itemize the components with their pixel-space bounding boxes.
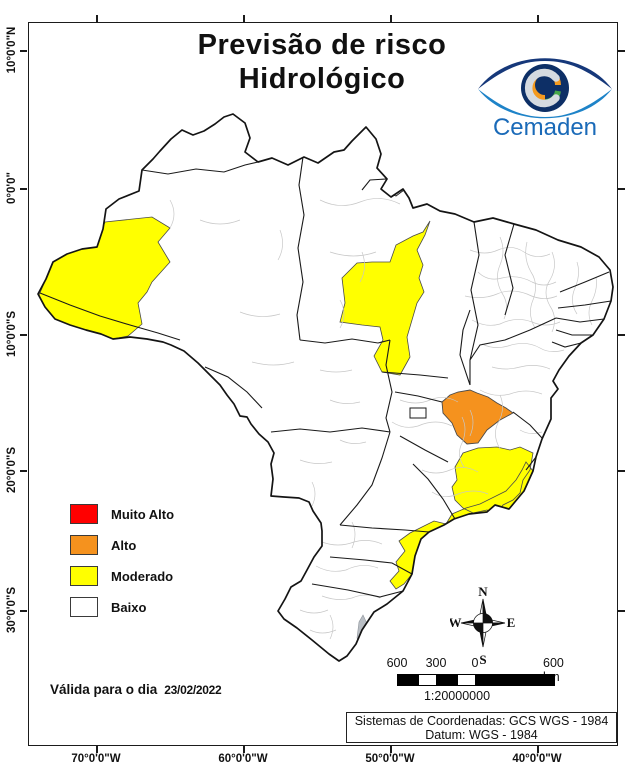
attribution-box: Sistemas de Coordenadas: GCS WGS - 1984 … [346,712,617,743]
municipality-boundaries-north [169,198,401,366]
risk-region-para-tocantins-maranhao [339,220,431,376]
lat-label-10s: 10°0'0"S [6,310,18,358]
scale-label-0: 0 [471,656,479,670]
bottom-tick-50w [390,746,392,753]
risk-region-northern-minas-gerais [441,389,514,445]
distrito-federal-outline [409,407,427,419]
lat-label-0: 0°0'0" [6,172,18,204]
bottom-tick-70w [96,746,98,753]
map-title-line1: Previsão de risco [197,29,447,61]
lat-label-30s: 30°0'0"S [6,586,18,634]
scale-ratio: 1:20000000 [423,689,491,703]
legend-item-muito-alto: Muito Alto [70,504,174,524]
legend-swatch-baixo [70,597,98,617]
left-tick-20s [20,470,27,472]
compass-star [460,598,506,648]
left-tick-10s [20,334,27,336]
attribution-line1: Sistemas de Coordenadas: GCS WGS - 1984 [354,714,609,728]
legend-item-baixo: Baixo [70,597,146,617]
scale-label-600-left: 600 [386,656,408,670]
state-boundaries [39,156,612,598]
bottom-tick-40w [537,746,539,753]
legend-item-moderado: Moderado [70,566,173,586]
top-tick-60w [243,15,245,22]
brazil-country-outline [37,113,614,662]
lon-label-50w: 50°0'0"W [365,753,415,765]
brazil-country-fill [38,114,613,661]
scale-segment [437,675,457,685]
scale-segment [417,675,437,685]
validity-date: 23/02/2022 [164,683,222,697]
legend-swatch-moderado [70,566,98,586]
left-tick-30s [20,610,27,612]
municipality-boundaries-south [299,521,383,640]
top-tick-50w [390,15,392,22]
compass-e-label: E [507,615,516,630]
validity-text: Válida para o dia 23/02/2022 [50,681,222,699]
compass-s-label: S [479,652,486,666]
municipality-boundaries-central [299,369,489,507]
cemaden-logo-text: Cemaden [493,114,597,138]
lon-label-60w: 60°0'0"W [218,753,268,765]
legend-item-alto: Alto [70,535,136,555]
right-tick-30s [618,610,625,612]
scale-segment [398,675,418,685]
compass-rose-icon: N E S W [450,584,516,666]
legend-swatch-alto [70,535,98,555]
scale-segment [456,675,476,685]
legend-label-moderado: Moderado [111,568,174,584]
scale-bar: 600 300 0 600 km 1:20000000 [386,656,600,703]
legend-swatch-muito-alto [70,504,98,524]
right-tick-10n [618,50,625,52]
legend-label-alto: Alto [111,537,137,553]
cemaden-logo: Cemaden [478,58,612,138]
left-tick-10n [20,50,27,52]
top-tick-40w [537,15,539,22]
bottom-tick-60w [243,746,245,753]
top-tick-70w [96,15,98,22]
validity-label: Válida para o dia [50,682,158,697]
scale-label-300: 300 [425,656,447,670]
lat-label-20s: 20°0'0"S [6,446,18,494]
cemaden-eye-icon [478,58,612,119]
legend-label-muito-alto: Muito Alto [111,506,175,522]
scale-bar-graphic [397,674,555,686]
map-title: Previsão de risco Hidrológico [160,28,484,96]
right-tick-20s [618,470,625,472]
municipality-boundaries-northeast [464,236,597,450]
map-title-line2: Hidrológico [238,63,406,95]
lat-label-10n: 10°0'0"N [6,26,18,74]
attribution-line2: Datum: WGS - 1984 [425,728,538,743]
lon-label-70w: 70°0'0"W [71,753,121,765]
compass-n-label: N [478,584,488,599]
lon-label-40w: 40°0'0"W [512,753,562,765]
legend-label-baixo: Baixo [111,599,147,615]
left-tick-0 [20,188,27,190]
right-tick-0 [618,188,625,190]
scale-segment [476,675,554,685]
right-tick-10s [618,334,625,336]
compass-w-label: W [450,615,462,630]
